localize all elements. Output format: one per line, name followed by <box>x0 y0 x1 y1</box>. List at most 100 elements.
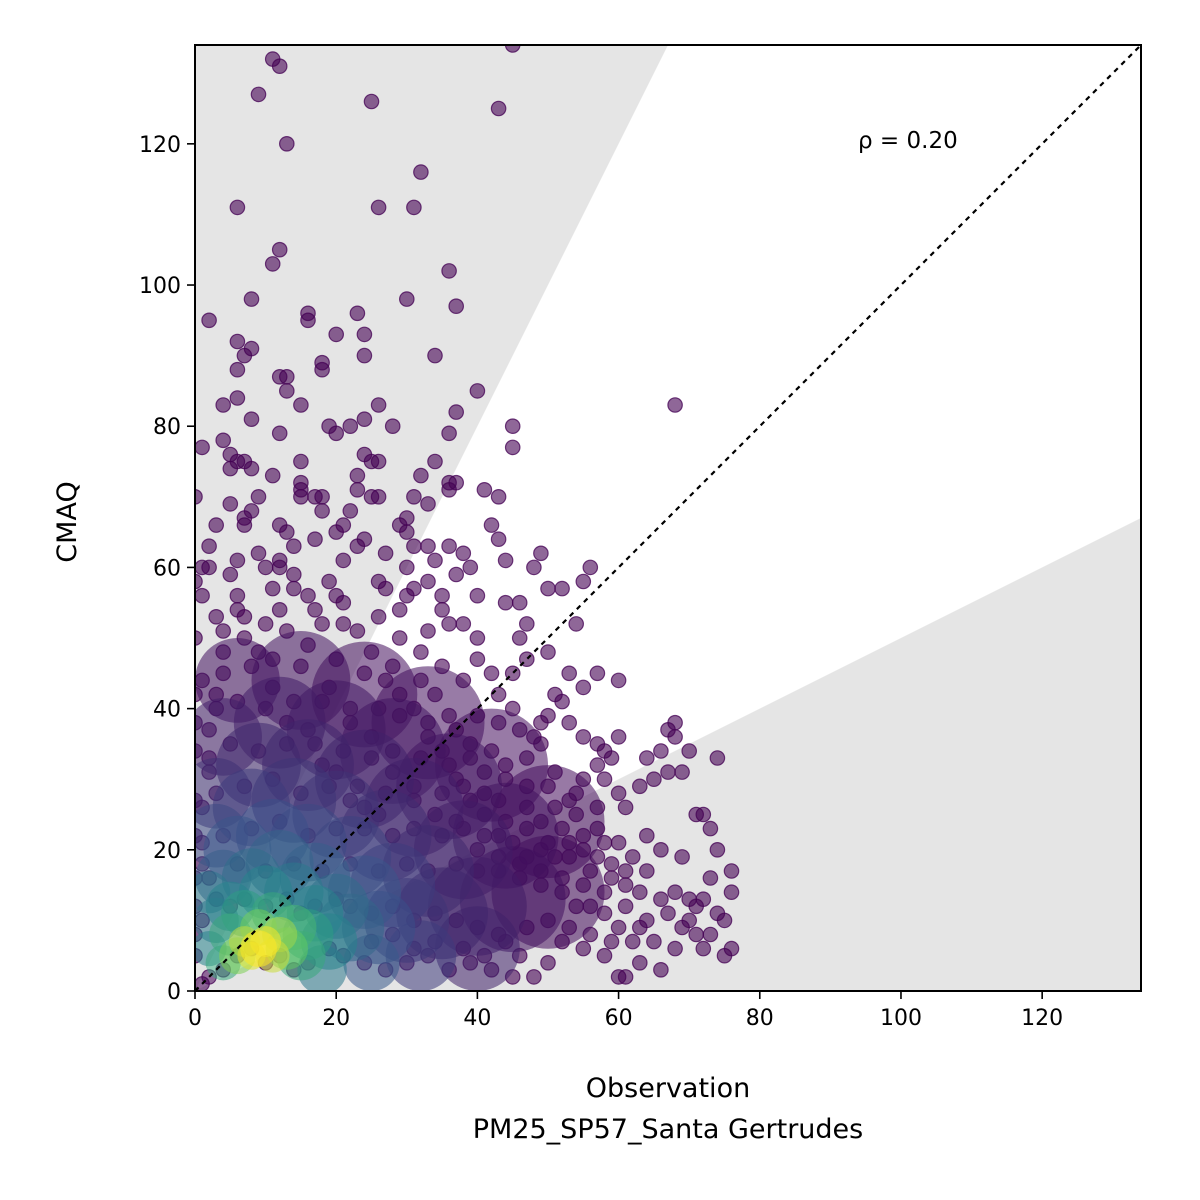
scatter-point <box>406 580 422 597</box>
scatter-point <box>215 623 231 639</box>
scatter-point <box>702 870 719 886</box>
scatter-point <box>702 820 719 837</box>
scatter-point <box>504 439 521 456</box>
scatter-point <box>667 940 683 957</box>
scatter-point <box>307 601 323 618</box>
scatter-point <box>229 390 246 406</box>
scatter-point <box>540 954 556 971</box>
scatter-point <box>370 199 387 216</box>
scatter-point <box>575 573 592 590</box>
scatter-point <box>406 488 422 505</box>
scatter-point <box>370 608 387 625</box>
scatter-point <box>638 863 655 879</box>
y-tick-label: 80 <box>153 415 181 440</box>
scatter-point <box>356 411 373 427</box>
scatter-point <box>391 601 408 618</box>
scatter-point <box>314 488 330 505</box>
y-tick-label: 20 <box>153 839 181 864</box>
x-tick-label: 120 <box>1021 1006 1063 1031</box>
scatter-point <box>653 841 669 858</box>
scatter-point <box>229 199 246 216</box>
scatter-point <box>554 580 570 597</box>
scatter-point <box>293 488 309 505</box>
scatter-point <box>469 383 486 399</box>
scatter-point <box>589 665 606 682</box>
scatter-point <box>271 241 288 258</box>
x-tick-label: 80 <box>746 1006 774 1031</box>
scatter-point <box>335 552 352 569</box>
scatter-point <box>533 545 549 562</box>
scatter-point <box>448 298 464 314</box>
scatter-point <box>250 86 267 103</box>
scatter-point <box>589 757 606 773</box>
scatter-point <box>229 333 246 350</box>
scatter-point <box>483 665 500 682</box>
scatter-point <box>398 524 415 540</box>
scatter-point <box>285 538 302 554</box>
scatter-point <box>533 714 549 731</box>
scatter-point <box>406 199 422 216</box>
scatter-point <box>575 729 592 745</box>
scatter-point <box>278 383 295 399</box>
scatter-point <box>603 933 620 950</box>
scatter-point <box>264 256 281 272</box>
scatter-point <box>610 919 627 936</box>
scatter-point <box>455 545 472 562</box>
scatter-point <box>427 453 443 470</box>
scatter-point <box>603 870 620 886</box>
scatter-point <box>229 587 246 604</box>
scatter-point <box>660 905 676 922</box>
scatter-point <box>215 432 231 449</box>
scatter-point <box>561 714 577 731</box>
scatter-point <box>208 608 224 625</box>
scatter-point <box>300 312 316 329</box>
scatter-point <box>469 630 486 646</box>
scatter-point <box>483 517 500 533</box>
scatter-point <box>349 467 366 484</box>
scatter-point <box>631 919 648 936</box>
scatter-point <box>723 863 740 879</box>
y-axis-ticks: 0 20 40 60 80 100 120 <box>139 133 195 1005</box>
scatter-point <box>667 714 683 731</box>
scatter-point <box>653 961 669 978</box>
scatter-point <box>264 580 281 597</box>
scatter-point <box>384 418 401 434</box>
scatter-point <box>603 750 620 766</box>
scatter-point <box>195 587 210 604</box>
scatter-point <box>243 291 260 307</box>
scatter-point <box>356 446 373 463</box>
x-axis-label: Observation <box>586 1073 750 1104</box>
scatter-point <box>195 439 210 456</box>
scatter-point <box>314 616 330 632</box>
scatter-point <box>427 347 443 364</box>
scatter-point <box>695 806 712 823</box>
scatter-point <box>222 566 239 583</box>
scatter-point <box>356 326 373 343</box>
scatter-points <box>195 45 740 991</box>
scatter-point <box>695 891 712 907</box>
scatter-point <box>596 771 613 787</box>
scatter-point <box>610 834 627 851</box>
scatter-point <box>511 594 528 611</box>
scatter-point <box>342 418 359 434</box>
scatter-point <box>518 616 535 632</box>
scatter-point <box>469 587 486 604</box>
scatter-point <box>490 686 507 703</box>
scatter-point <box>420 538 436 554</box>
y-tick-label: 120 <box>139 133 181 158</box>
scatter-point <box>617 969 634 985</box>
scatter-point <box>596 947 613 964</box>
scatter-point <box>716 947 733 964</box>
scatter-point <box>610 729 627 745</box>
scatter-point <box>278 368 295 385</box>
scatter-point <box>349 305 366 322</box>
scatter-point <box>391 630 408 646</box>
scatter-point <box>293 453 309 470</box>
scatter-point <box>420 496 436 512</box>
scatter-point <box>201 312 217 329</box>
x-tick-label: 60 <box>605 1006 633 1031</box>
scatter-point <box>377 580 394 597</box>
scatter-point <box>413 164 429 180</box>
scatter-point <box>420 573 436 590</box>
scatter-point <box>638 750 655 766</box>
